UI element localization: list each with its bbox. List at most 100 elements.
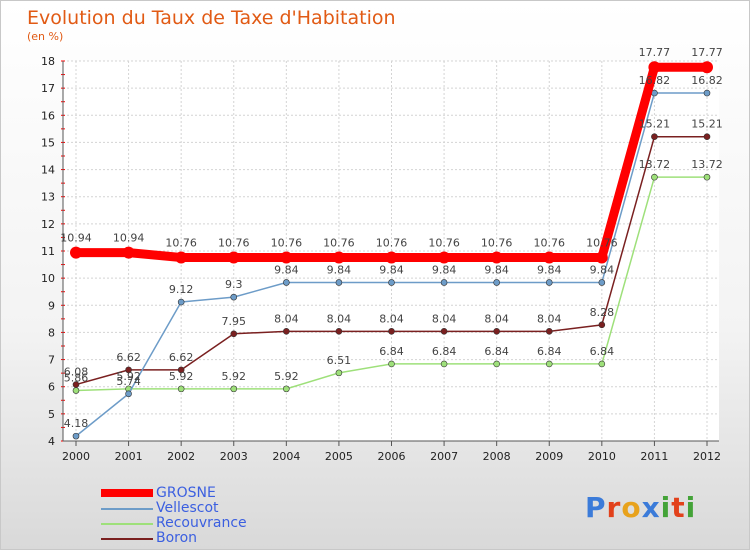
y-tick-label: 18 xyxy=(41,55,55,68)
data-point-grosne xyxy=(438,251,451,264)
y-tick-label: 8 xyxy=(48,326,55,339)
y-tick-label: 6 xyxy=(48,381,55,394)
data-point-boron xyxy=(72,381,80,388)
legend-label-recouvrance: Recouvrance xyxy=(156,515,247,531)
data-point-grosne xyxy=(595,251,608,264)
x-tick-label: 2012 xyxy=(693,450,721,463)
x-tick-label: 2006 xyxy=(378,450,406,463)
chart-subtitle: (en %) xyxy=(27,30,64,43)
data-point-recouvrance xyxy=(72,387,80,394)
x-tick-label: 2002 xyxy=(167,450,195,463)
data-point-grosne xyxy=(701,61,713,74)
data-label-vellescot: 4.18 xyxy=(64,417,89,430)
data-label-boron: 7.95 xyxy=(222,315,247,328)
data-point-grosne xyxy=(70,246,82,259)
legend-item-boron: Boron xyxy=(101,530,351,546)
data-point-boron xyxy=(230,330,238,338)
data-label-vellescot: 9.84 xyxy=(590,263,615,276)
y-tick-label: 7 xyxy=(48,354,55,367)
data-point-vellescot xyxy=(72,432,80,440)
x-tick-label: 2007 xyxy=(430,450,458,463)
data-point-recouvrance xyxy=(545,360,553,368)
data-point-grosne xyxy=(385,251,398,264)
data-label-vellescot: 9.84 xyxy=(379,263,404,276)
x-tick-label: 2009 xyxy=(535,450,563,463)
x-tick-label: 2011 xyxy=(640,450,668,463)
y-tick-label: 4 xyxy=(48,435,55,448)
data-point-vellescot xyxy=(598,279,606,286)
legend-item-grosne: GROSNE xyxy=(101,485,351,501)
data-point-grosne xyxy=(280,251,293,264)
data-label-grosne: 10.94 xyxy=(60,232,92,245)
data-point-recouvrance xyxy=(703,173,711,181)
data-label-boron: 8.04 xyxy=(274,312,299,325)
data-point-recouvrance xyxy=(651,173,658,181)
data-label-recouvrance: 6.84 xyxy=(379,345,404,358)
data-point-boron xyxy=(651,133,658,141)
data-point-boron xyxy=(545,328,553,335)
data-point-recouvrance xyxy=(493,360,500,368)
data-point-boron xyxy=(703,133,711,141)
data-point-recouvrance xyxy=(388,360,395,368)
y-tick-label: 14 xyxy=(41,164,55,177)
legend: GROSNE Vellescot Recouvrance Boron xyxy=(101,485,351,546)
data-label-vellescot: 9.84 xyxy=(484,263,509,276)
data-point-boron xyxy=(440,328,448,335)
y-tick-label: 9 xyxy=(48,299,55,312)
y-tick-label: 10 xyxy=(41,272,55,285)
data-label-recouvrance: 5.92 xyxy=(274,370,299,383)
data-label-vellescot: 9.84 xyxy=(432,263,457,276)
data-point-vellescot xyxy=(335,279,343,286)
data-label-boron: 8.04 xyxy=(327,312,352,325)
legend-swatch-vellescot xyxy=(101,508,153,510)
data-label-boron: 6.62 xyxy=(169,351,194,364)
data-label-grosne: 10.76 xyxy=(534,237,566,250)
data-label-grosne: 10.76 xyxy=(481,237,513,250)
x-tick-label: 2000 xyxy=(62,450,90,463)
data-point-vellescot xyxy=(230,293,238,301)
x-tick-label: 2004 xyxy=(272,450,300,463)
data-label-grosne: 10.76 xyxy=(271,237,303,250)
data-label-vellescot: 9.84 xyxy=(327,263,352,276)
legend-label-boron: Boron xyxy=(156,530,198,546)
data-label-vellescot: 9.84 xyxy=(537,263,562,276)
data-label-grosne: 10.76 xyxy=(376,237,408,250)
logo-letter: i xyxy=(660,491,672,524)
data-point-grosne xyxy=(175,251,188,264)
data-label-vellescot: 16.82 xyxy=(691,74,723,87)
data-label-boron: 15.21 xyxy=(691,118,723,131)
logo-letter: i xyxy=(685,491,697,524)
data-point-boron xyxy=(493,328,500,335)
data-point-recouvrance xyxy=(283,385,290,393)
data-point-boron xyxy=(125,366,132,374)
data-label-recouvrance: 6.51 xyxy=(327,354,352,367)
legend-swatch-grosne xyxy=(101,489,153,497)
y-tick-label: 16 xyxy=(41,109,55,122)
data-label-boron: 8.04 xyxy=(379,312,404,325)
data-point-boron xyxy=(177,366,185,374)
data-point-boron xyxy=(335,328,343,335)
data-label-grosne: 10.76 xyxy=(323,237,355,250)
data-point-grosne xyxy=(648,61,661,74)
data-label-recouvrance: 5.92 xyxy=(169,370,194,383)
data-point-grosne xyxy=(332,251,345,264)
data-point-vellescot xyxy=(545,279,553,286)
data-label-boron: 8.28 xyxy=(590,306,615,319)
legend-label-grosne: GROSNE xyxy=(156,485,216,501)
data-label-grosne: 10.76 xyxy=(428,237,460,250)
data-label-recouvrance: 13.72 xyxy=(639,158,671,171)
data-point-vellescot xyxy=(283,279,290,286)
data-label-boron: 15.21 xyxy=(639,118,671,131)
data-point-recouvrance xyxy=(177,385,185,393)
data-point-vellescot xyxy=(703,89,711,97)
data-label-vellescot: 9.3 xyxy=(225,278,243,291)
data-point-vellescot xyxy=(125,390,132,398)
data-point-grosne xyxy=(490,251,503,264)
data-label-recouvrance: 13.72 xyxy=(691,158,723,171)
x-tick-label: 2003 xyxy=(220,450,248,463)
data-label-grosne: 10.76 xyxy=(586,237,618,250)
y-tick-label: 11 xyxy=(41,245,55,258)
logo-letter: r xyxy=(606,491,622,524)
data-label-boron: 6.62 xyxy=(116,351,141,364)
